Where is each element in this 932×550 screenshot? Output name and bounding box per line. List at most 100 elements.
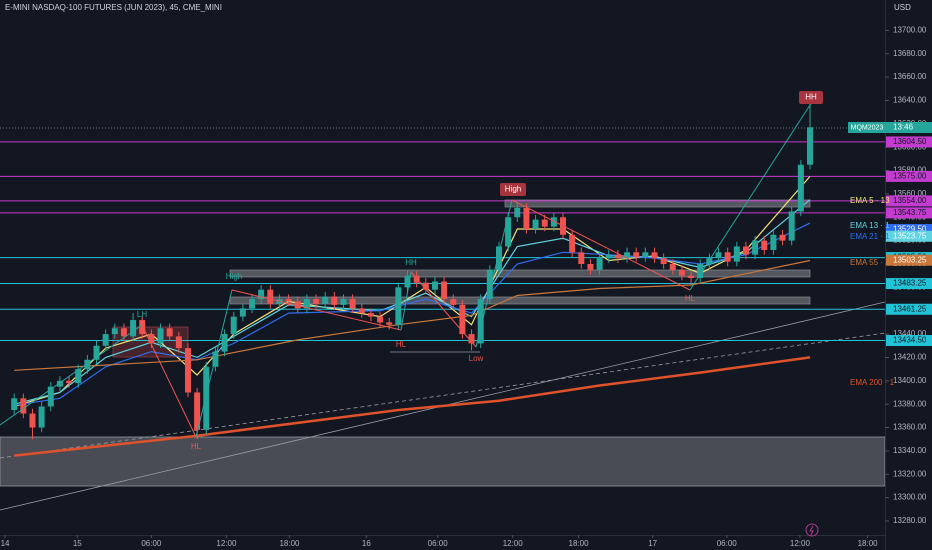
zone [229, 296, 811, 305]
price-tag-box [886, 254, 932, 266]
level-tag: 13554.00 [893, 196, 927, 205]
candle-body [788, 211, 795, 241]
candle-body [441, 281, 448, 300]
candle-body [249, 299, 256, 309]
legend-entry: EMA 200 · 1 [850, 378, 895, 387]
candle-body [505, 217, 512, 247]
candle-body [38, 406, 45, 428]
y-tick-label: 13560.00 [893, 189, 927, 198]
candle-body [532, 219, 539, 229]
alert-icon[interactable] [805, 523, 819, 537]
swing-down [511, 199, 691, 291]
level-tag: 13434.50 [893, 336, 927, 345]
candle-body [742, 246, 749, 255]
countdown-box [886, 122, 932, 133]
candle-body [697, 263, 704, 279]
annotation: HH [805, 93, 817, 102]
swing-up [0, 324, 143, 426]
swing-up [689, 101, 813, 291]
candle-body [20, 398, 27, 414]
candle-body [578, 252, 585, 264]
candle-body [349, 299, 356, 309]
price-tag-box [886, 230, 932, 242]
ema-line [14, 222, 811, 406]
candle-body [258, 289, 265, 300]
candle-body [340, 299, 347, 305]
x-tick-label: 14 [1, 539, 10, 548]
swing-down [141, 324, 197, 438]
symbol-tag-box [848, 122, 886, 133]
swing-down [410, 271, 477, 348]
y-tick-label: 13640.00 [893, 96, 927, 105]
candle-body [477, 299, 484, 344]
annotation-box [500, 183, 526, 196]
candle-body [569, 234, 576, 253]
candle-body [267, 289, 274, 304]
candle-body [468, 334, 475, 344]
countdown: 13:46 [893, 123, 914, 132]
candle-body [715, 252, 722, 259]
candle-body [660, 258, 667, 264]
candle-body [194, 392, 201, 430]
candles [11, 103, 813, 440]
candle-body [29, 413, 36, 428]
y-tick-label: 13280.00 [893, 516, 927, 525]
y-tick-label: 13440.00 [893, 329, 927, 338]
legend-entry: EMA 21 · 1 [850, 232, 890, 241]
annotation-box [799, 91, 823, 104]
alert-icon [809, 525, 814, 536]
y-tick-label: 13660.00 [893, 72, 927, 81]
y-tick-label: 13420.00 [893, 353, 927, 362]
candle-body [706, 258, 713, 264]
zone [229, 269, 811, 278]
candle-body [175, 336, 182, 349]
candle-body [688, 275, 695, 279]
candle-body [486, 269, 493, 300]
candle-body [523, 207, 530, 229]
y-tick-label: 13380.00 [893, 399, 927, 408]
y-tick-label: 13300.00 [893, 493, 927, 502]
level-tag: 13575.00 [893, 171, 927, 180]
x-axis: 14 15 06:00 12:00 18:00 16 06:00 12:00 18:00 17 06… [1, 535, 879, 548]
candle-body [761, 240, 768, 250]
level-tag: 13543.75 [893, 208, 927, 217]
level-tag: 13483.25 [893, 279, 927, 288]
level-tag-box [886, 303, 932, 315]
candle-body [733, 246, 740, 262]
candle-body [724, 252, 731, 262]
price-tag: 13529.50 [893, 225, 927, 234]
candle-body [779, 234, 786, 241]
symbol-tag: MQM2023 [851, 124, 884, 131]
zone [504, 199, 811, 208]
candle-body [184, 348, 191, 393]
candle-body [678, 269, 685, 276]
zigzag [0, 101, 813, 438]
candle-body [230, 316, 237, 335]
candle-body [203, 366, 210, 430]
candle-body [514, 207, 521, 218]
candle-body [157, 328, 164, 344]
annotation: Low [469, 354, 484, 363]
currency: USD [894, 3, 911, 12]
y-tick-label: 13340.00 [893, 446, 927, 455]
x-tick-label: 18:00 [858, 539, 879, 548]
y-tick-label: 13400.00 [893, 376, 927, 385]
annotation: HH [405, 258, 417, 267]
candle-body [422, 282, 429, 290]
candle-body [550, 217, 557, 227]
x-tick-label: 17 [648, 539, 657, 548]
candle-body [239, 308, 246, 317]
x-tick-label: 18:00 [279, 539, 300, 548]
price-tag: 13523.75 [893, 231, 927, 240]
candle-body [605, 254, 612, 259]
annotation: LH [137, 310, 147, 319]
candle-body [93, 345, 100, 360]
level-tag-box [886, 207, 932, 219]
candle-body [47, 386, 54, 407]
annotation: HL [191, 442, 202, 451]
candle-body [303, 299, 310, 309]
candle-body [377, 316, 384, 323]
annotations: HH High LH High HH HL HL Low HL [137, 91, 823, 451]
